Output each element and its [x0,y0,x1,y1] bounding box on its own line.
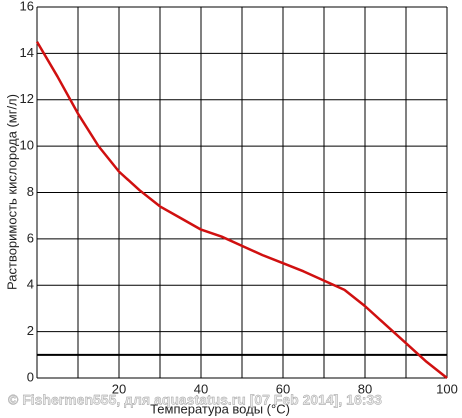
y-tick-label: 4 [27,277,34,292]
y-tick-label: 12 [20,91,34,106]
x-tick-label: 100 [436,381,458,396]
y-tick-label: 0 [27,369,34,384]
y-tick-label: 8 [27,184,34,199]
y-tick-label: 14 [20,45,34,60]
x-axis-label: Температура воды (°C) [150,401,290,416]
x-tick-label: 80 [358,381,372,396]
y-tick-label: 10 [20,138,34,153]
y-tick-label: 16 [20,0,34,13]
y-tick-label: 6 [27,230,34,245]
x-tick-label: 20 [112,381,126,396]
x-tick-label: 40 [194,381,208,396]
data-line [35,41,448,379]
watermark: © Fishermen555, для aquastatus.ru [07 Fe… [8,392,382,408]
y-axis-label: Растворимость кислорода (мг/л) [4,94,19,290]
y-tick-label: 2 [27,323,34,338]
x-tick-label: 60 [276,381,290,396]
